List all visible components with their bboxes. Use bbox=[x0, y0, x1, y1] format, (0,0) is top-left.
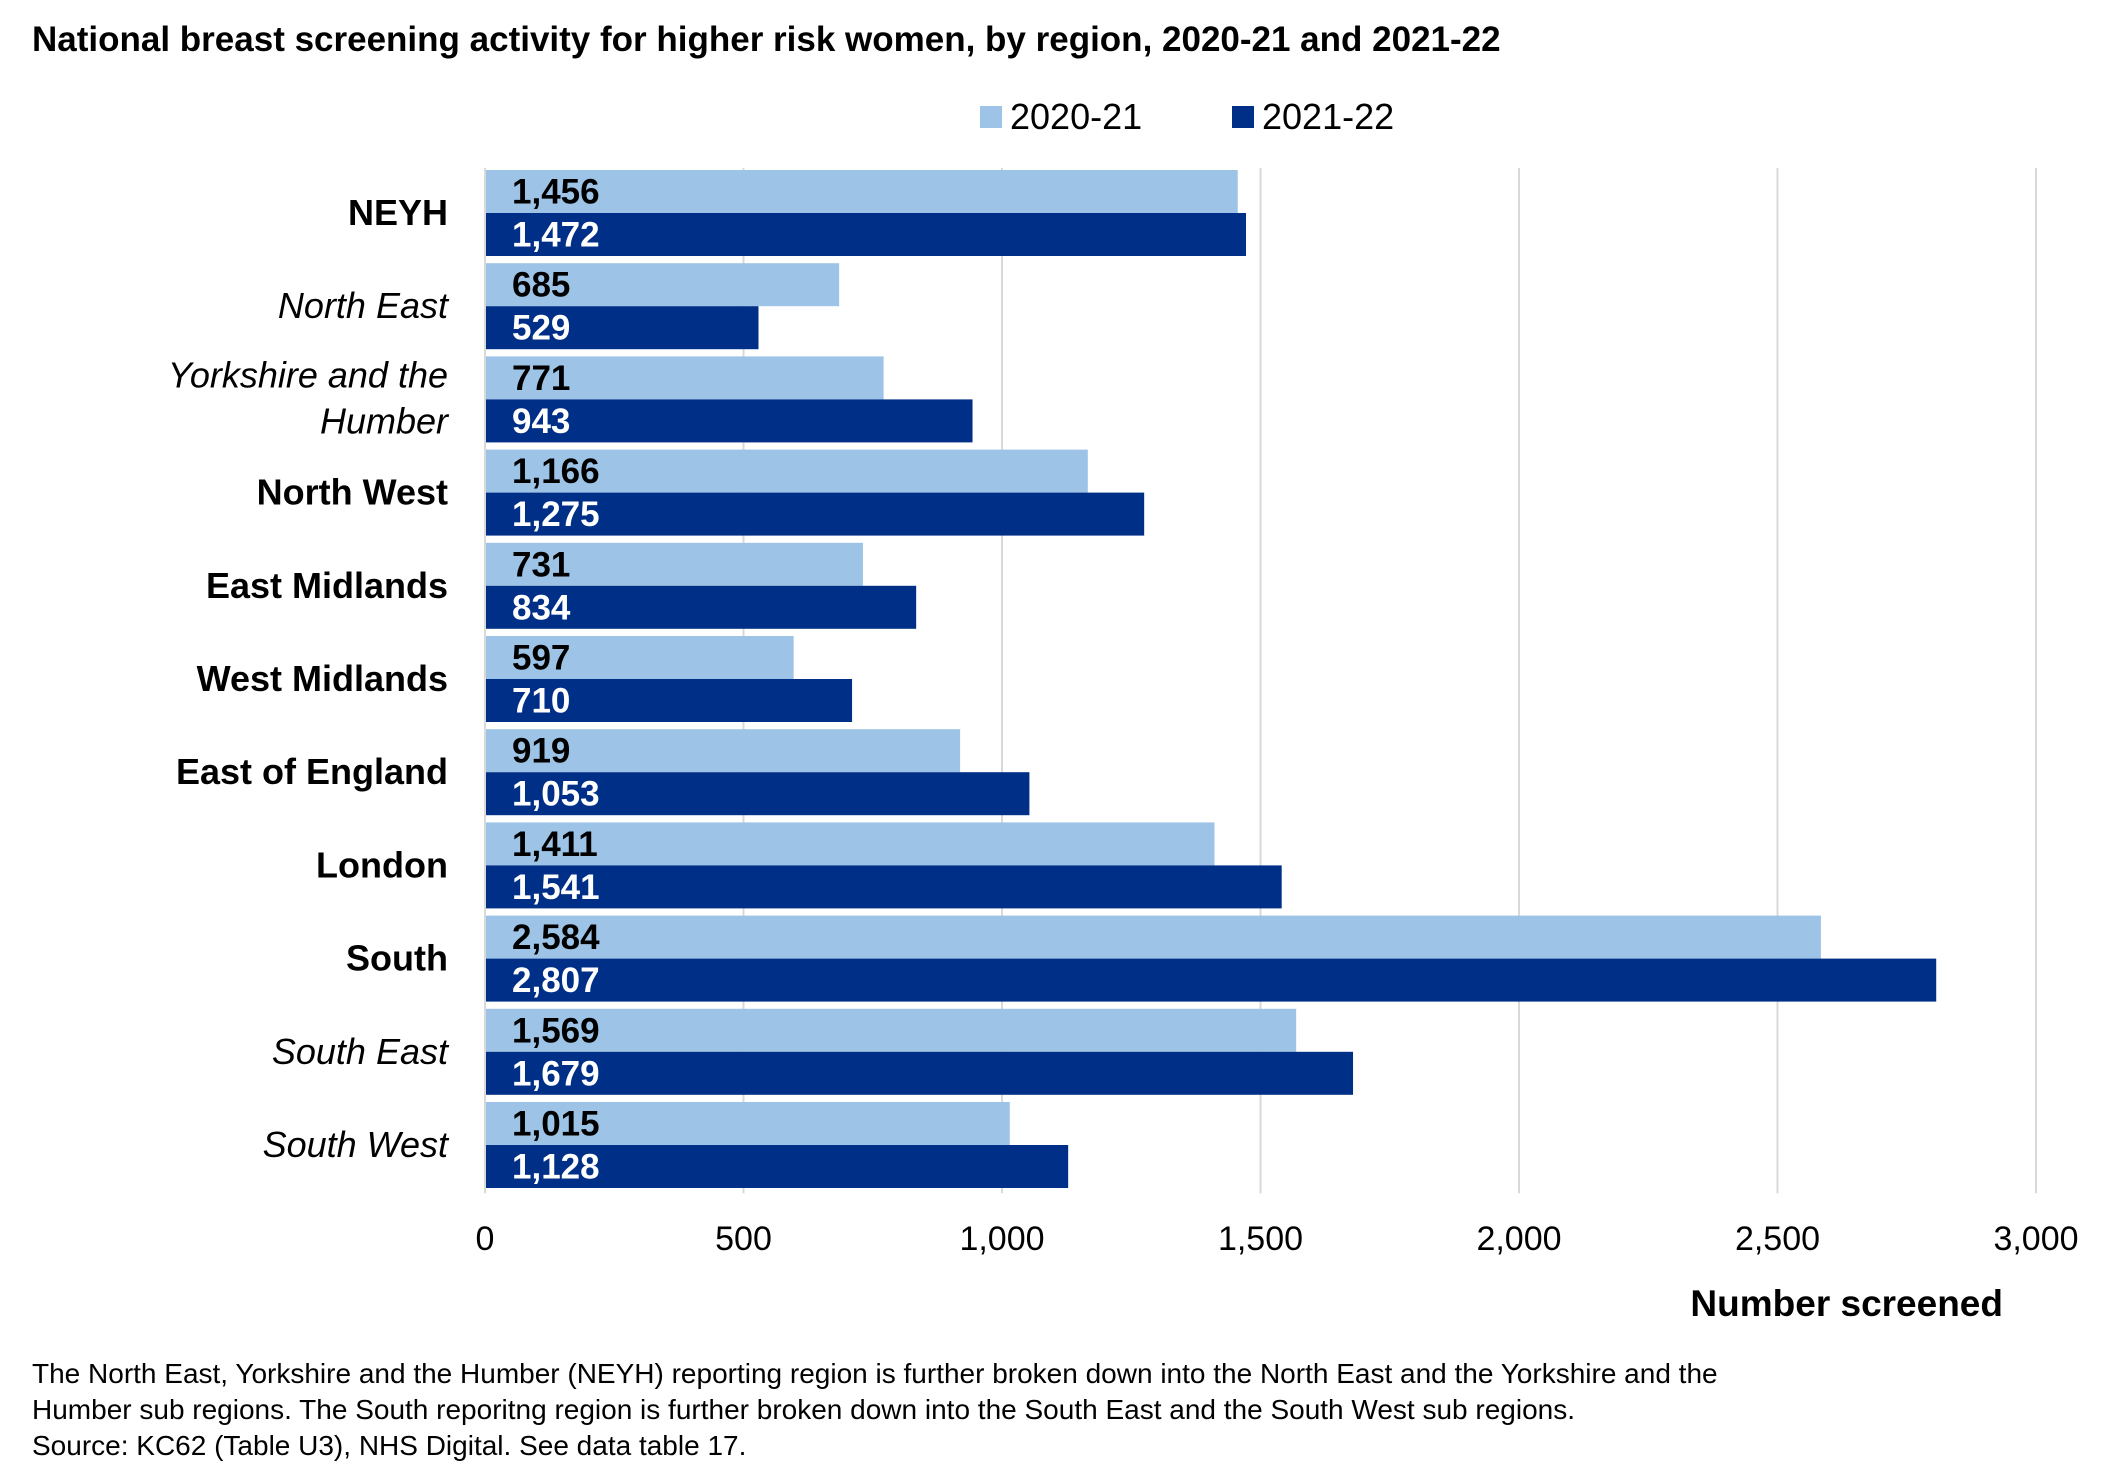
category-labels: NEYH North East Yorkshire and the Humber Nor… bbox=[168, 192, 450, 1165]
data-label: 1,541 bbox=[512, 868, 600, 907]
bar-2020-21 bbox=[485, 356, 884, 400]
bar-2020-21 bbox=[485, 915, 1821, 959]
data-label: 1,472 bbox=[512, 216, 600, 255]
x-tick-label: 1,000 bbox=[959, 1220, 1044, 1258]
category-label: North East bbox=[278, 285, 450, 326]
data-label: 685 bbox=[512, 266, 570, 305]
data-label: 1,128 bbox=[512, 1148, 600, 1187]
bar-2021-22 bbox=[485, 1051, 1354, 1095]
category-label: Yorkshire and the Humber bbox=[168, 354, 450, 441]
data-label: 1,166 bbox=[512, 452, 600, 491]
chart-title: National breast screening activity for h… bbox=[32, 20, 1501, 59]
footnote-line: Source: KC62 (Table U3), NHS Digital. Se… bbox=[32, 1430, 747, 1461]
data-label: 710 bbox=[512, 682, 570, 721]
bars bbox=[485, 170, 1937, 1188]
bar-2020-21 bbox=[485, 263, 840, 307]
legend-swatch bbox=[980, 106, 1002, 128]
data-label: 919 bbox=[512, 732, 570, 771]
bar-2021-22 bbox=[485, 492, 1145, 536]
footnote-line: Humber sub regions. The South reporitng … bbox=[32, 1394, 1575, 1425]
legend-label: 2021-22 bbox=[1262, 96, 1394, 137]
data-label: 2,584 bbox=[512, 918, 600, 957]
bar-2020-21 bbox=[485, 1008, 1297, 1052]
category-label: North West bbox=[257, 472, 448, 513]
category-label: NEYH bbox=[348, 192, 448, 233]
bar-2021-22 bbox=[485, 306, 759, 350]
category-label: East of England bbox=[176, 751, 448, 792]
bar-2021-22 bbox=[485, 585, 917, 629]
data-label: 943 bbox=[512, 402, 570, 441]
bar-2020-21 bbox=[485, 449, 1088, 493]
bar-2020-21 bbox=[485, 636, 794, 679]
legend: 2020-21 2021-22 bbox=[980, 96, 1394, 137]
x-tick-label: 500 bbox=[715, 1220, 772, 1258]
bar-2020-21 bbox=[485, 729, 961, 773]
category-label-line: Yorkshire and the bbox=[168, 354, 448, 395]
category-label-line: Humber bbox=[320, 400, 450, 441]
bar-2021-22 bbox=[485, 958, 1937, 1002]
footnote: The North East, Yorkshire and the Humber… bbox=[32, 1356, 1718, 1464]
bar-chart: 1,456 1,472 685 529 771 943 1,166 1,275 731 834 59… bbox=[168, 96, 2079, 1324]
x-tick-label: 2,500 bbox=[1735, 1220, 1820, 1258]
category-label: West Midlands bbox=[197, 658, 448, 699]
data-label: 1,569 bbox=[512, 1011, 600, 1050]
bar-labels: 1,456 1,472 685 529 771 943 1,166 1,275 731 834 59… bbox=[512, 173, 600, 1187]
category-label: East Midlands bbox=[206, 565, 448, 606]
category-label: South bbox=[346, 938, 448, 979]
bar-2020-21 bbox=[485, 170, 1238, 213]
x-tick-label: 3,000 bbox=[1993, 1220, 2078, 1258]
category-label: South East bbox=[272, 1031, 450, 1072]
data-label: 731 bbox=[512, 545, 570, 584]
category-label: South West bbox=[263, 1124, 450, 1165]
bar-2020-21 bbox=[485, 542, 863, 586]
data-label: 1,411 bbox=[512, 825, 598, 864]
x-tick-label: 2,000 bbox=[1476, 1220, 1561, 1258]
bar-2021-22 bbox=[485, 399, 973, 443]
legend-swatch bbox=[1232, 106, 1254, 128]
legend-label: 2020-21 bbox=[1010, 96, 1142, 137]
x-tick-labels: 0 500 1,000 1,500 2,000 2,500 3,000 bbox=[476, 1220, 2079, 1258]
bar-2020-21 bbox=[485, 1102, 1010, 1145]
bar-2020-21 bbox=[485, 822, 1215, 866]
x-axis-title: Number screened bbox=[1690, 1283, 2003, 1324]
data-label: 1,275 bbox=[512, 495, 600, 534]
data-label: 771 bbox=[512, 359, 570, 398]
data-label: 1,053 bbox=[512, 775, 600, 814]
category-label: London bbox=[316, 844, 448, 885]
data-label: 1,456 bbox=[512, 173, 600, 212]
bar-2021-22 bbox=[485, 865, 1282, 909]
bar-2021-22 bbox=[485, 679, 853, 722]
footnote-line: The North East, Yorkshire and the Humber… bbox=[32, 1358, 1718, 1389]
bar-2021-22 bbox=[485, 772, 1030, 816]
data-label: 2,807 bbox=[512, 961, 600, 1000]
bar-2021-22 bbox=[485, 213, 1247, 256]
data-label: 1,015 bbox=[512, 1105, 600, 1144]
x-tick-label: 0 bbox=[476, 1220, 495, 1258]
data-label: 529 bbox=[512, 309, 570, 348]
data-label: 1,679 bbox=[512, 1054, 600, 1093]
data-label: 597 bbox=[512, 639, 570, 678]
x-tick-label: 1,500 bbox=[1218, 1220, 1303, 1258]
data-label: 834 bbox=[512, 588, 571, 627]
bar-2021-22 bbox=[485, 1145, 1069, 1188]
